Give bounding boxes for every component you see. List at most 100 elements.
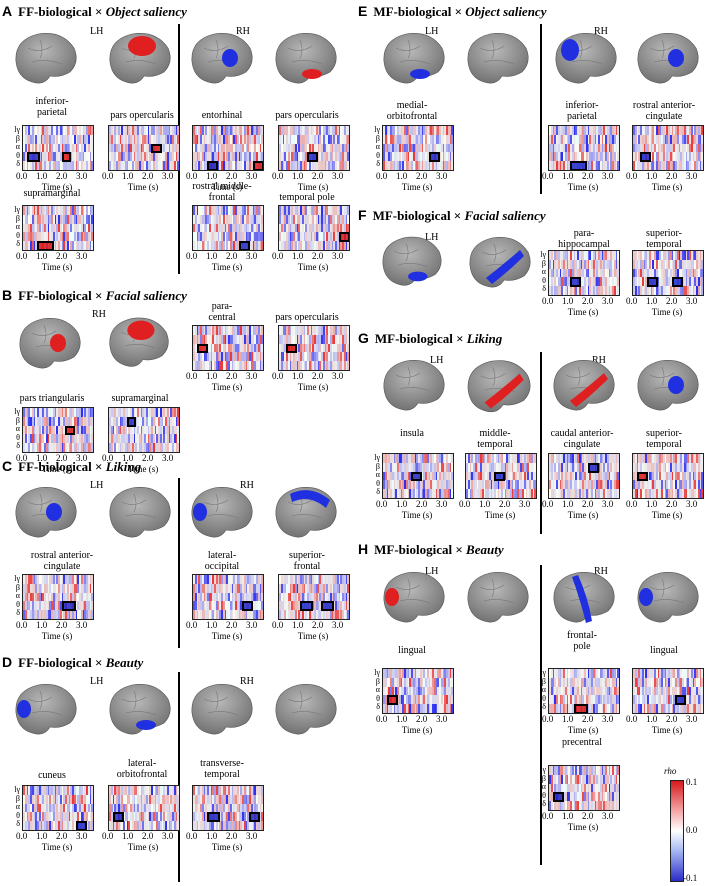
heatmap-cell <box>61 126 64 136</box>
heatmap-cell <box>54 134 57 145</box>
heatmap-cell <box>37 214 40 225</box>
heatmap-cell <box>328 126 331 136</box>
heatmap-cell <box>119 143 122 153</box>
panel-g-divider <box>540 352 542 534</box>
heatmap-cell <box>233 143 236 153</box>
heatmap-cell <box>38 143 41 153</box>
heatmap-cell <box>135 143 138 153</box>
rho-heatmap <box>108 125 180 171</box>
time-axis-label: Time (s) <box>401 510 433 520</box>
heatmap-cell <box>86 223 89 233</box>
tick-label: 0.0 <box>102 453 114 463</box>
band-labels: lγ β α θ δ <box>10 786 20 829</box>
heatmap-cell <box>35 241 38 250</box>
heatmap-cell <box>236 206 239 216</box>
heatmap-cell <box>84 232 87 242</box>
heatmap-cell <box>319 152 322 162</box>
heatmap-cell <box>289 126 292 136</box>
heatmap-cell <box>28 241 31 250</box>
panel-f-title: F MF-biological × Facial saliency <box>358 207 546 223</box>
tick-label: 2.0 <box>416 171 428 181</box>
tick-label: 2.0 <box>226 831 238 841</box>
heatmap-cell <box>257 206 260 216</box>
heatmap-cell <box>312 134 315 145</box>
heatmap-cell <box>80 214 83 225</box>
rho-heatmap <box>22 574 94 620</box>
heatmap-cell <box>201 152 204 162</box>
panel-b-hemisphere: RH <box>92 309 106 320</box>
heatmap-cell <box>47 152 50 162</box>
tick-label: 1.0 <box>206 371 218 381</box>
heatmap-cell <box>345 161 348 170</box>
heatmap-cell <box>52 214 55 225</box>
heatmap-cell <box>233 152 236 162</box>
tick-label: 3.0 <box>602 296 614 306</box>
tick-label: 2.0 <box>226 371 238 381</box>
heatmap-cell <box>201 143 204 153</box>
heatmap-cell <box>343 126 346 136</box>
heatmap-cell <box>298 152 301 162</box>
tick-label: 3.0 <box>162 453 174 463</box>
tick-label: 1.0 <box>292 171 304 181</box>
heatmap-cell <box>228 161 231 170</box>
heatmap-cell <box>26 134 29 145</box>
time-axis-label: Time (s) <box>127 464 159 474</box>
tick-label: 0.0 <box>186 831 198 841</box>
heatmap-cell <box>257 126 260 136</box>
significance-box <box>37 241 54 250</box>
time-axis-label: Time (s) <box>41 842 73 852</box>
heatmap-cell <box>233 161 236 170</box>
heatmap-cell <box>133 161 136 170</box>
heatmap-cell <box>294 126 297 136</box>
heatmap-cell <box>58 206 61 216</box>
heatmap-cell <box>214 134 217 145</box>
heatmap-cell <box>63 143 66 153</box>
heatmap-cell <box>193 134 196 145</box>
heatmap-cell <box>70 214 73 225</box>
rho-heatmap <box>192 325 264 371</box>
panel-h-left-hemisphere: LH <box>425 566 439 577</box>
heatmap-cell <box>77 232 80 242</box>
heatmap-cell <box>79 152 82 162</box>
heatmap-cell <box>73 152 76 162</box>
heatmap-cell <box>158 134 161 145</box>
heatmap-cell <box>82 152 85 162</box>
heatmap-cell <box>335 143 338 153</box>
heatmap-cell <box>80 232 83 242</box>
heatmap-cell <box>240 152 243 162</box>
heatmap-cell <box>235 126 238 136</box>
heatmap-cell <box>75 134 78 145</box>
tick-label: 3.0 <box>162 831 174 841</box>
heatmap-cell <box>42 161 45 170</box>
significance-box <box>307 152 319 163</box>
heatmap-cell <box>33 241 36 250</box>
heatmap-cell <box>91 821 93 830</box>
heatmap-cell <box>224 152 227 162</box>
heatmap-cell <box>293 161 296 170</box>
heatmap-cell <box>342 143 345 153</box>
region-label: superior-temporal <box>646 428 682 450</box>
heatmap-cell <box>229 152 232 162</box>
heatmap-cell <box>282 143 285 153</box>
tick-label: 0.0 <box>272 371 284 381</box>
heatmap-cell <box>72 126 75 136</box>
heatmap-cell <box>112 126 115 136</box>
heatmap-cell <box>40 232 43 242</box>
heatmap-cell <box>163 152 166 162</box>
heatmap-cell <box>68 134 71 145</box>
heatmap-cell <box>30 161 33 170</box>
heatmap-cell <box>333 143 336 153</box>
heatmap-cell <box>165 161 168 170</box>
heatmap-cell <box>335 161 338 170</box>
activation-blob <box>17 700 31 718</box>
heatmap-cell <box>144 126 147 136</box>
heatmap-cell <box>77 152 80 162</box>
heatmap-cell <box>326 126 329 136</box>
heatmap-cell <box>235 206 238 216</box>
heatmap-cell <box>177 134 179 145</box>
heatmap-cell <box>205 126 208 136</box>
significance-box <box>207 812 220 823</box>
heatmap-cell <box>280 126 283 136</box>
rho-heatmap <box>382 453 454 499</box>
heatmap-cell <box>163 134 166 145</box>
